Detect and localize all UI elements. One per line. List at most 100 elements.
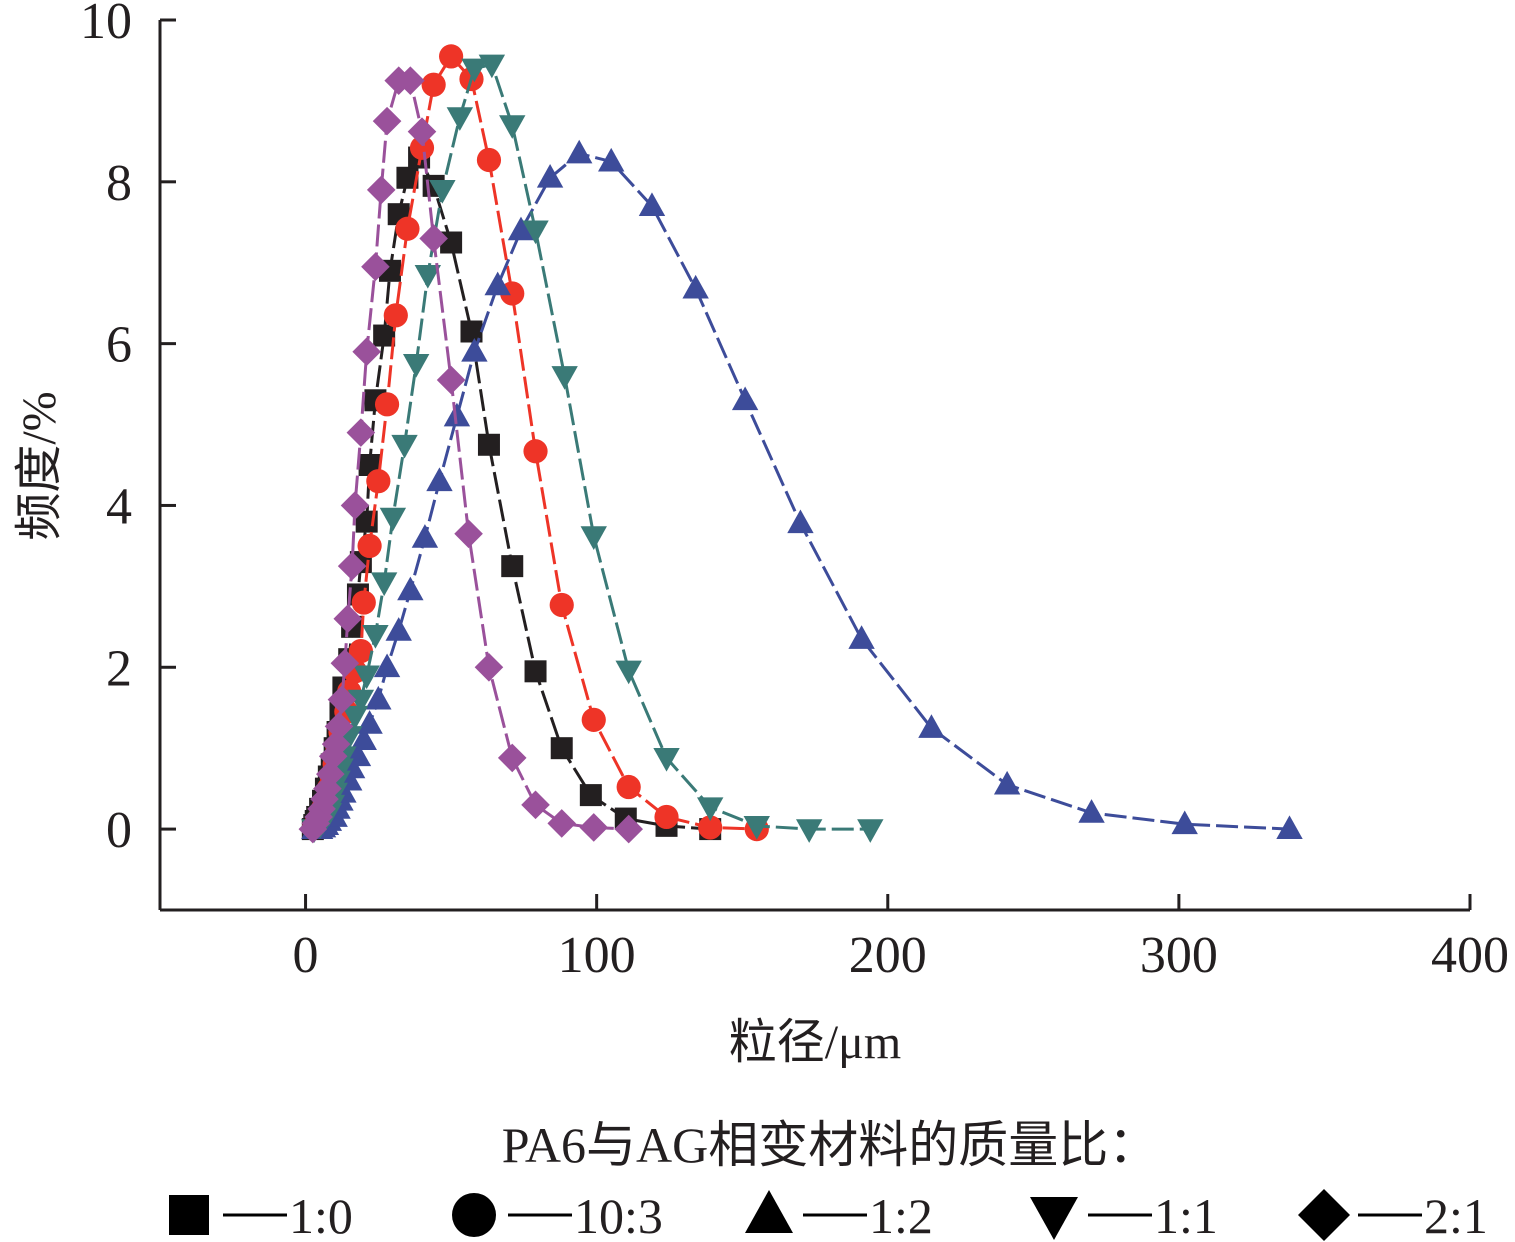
series-line [314,151,1290,831]
data-point [1276,815,1303,839]
data-point [550,737,573,760]
data-point [365,685,392,710]
data-point [682,274,709,299]
y-tick-label: 0 [106,802,132,859]
data-point [477,433,500,456]
data-point [598,147,625,172]
x-axis-title: 粒径/μm [729,1016,901,1069]
data-point [370,572,398,597]
x-tick-label: 100 [558,927,636,984]
data-point [374,392,400,417]
data-point [579,813,609,842]
data-point [357,533,382,559]
legend-label: 1:1 [1154,1188,1218,1242]
data-point [615,660,642,685]
data-point [352,337,381,367]
data-point [499,115,526,139]
data-point [361,252,390,282]
data-point [350,726,377,750]
data-point [409,135,435,160]
data-point [743,815,770,840]
data-point [366,469,391,494]
data-point [337,551,367,581]
data-point [372,106,402,136]
series-layer [298,44,1303,844]
data-point [373,324,396,347]
data-point [443,402,471,427]
data-point [524,660,547,683]
data-point [316,759,345,789]
data-point [551,366,578,390]
data-point [478,54,506,79]
legend-label: 2:1 [1424,1188,1488,1242]
legend-item: 10:3 [452,1188,663,1242]
y-tick-label: 6 [106,317,132,374]
x-tick-label: 0 [293,927,319,984]
x-tick-label: 200 [849,927,927,984]
data-point [507,216,535,241]
data-point [698,815,723,840]
legend-item: 1:1 [1030,1188,1218,1242]
data-point [419,224,448,253]
data-point [321,729,351,759]
data-point [396,166,419,189]
data-point [581,707,606,732]
data-point [522,220,549,245]
data-point [324,712,354,741]
data-point [421,72,446,97]
y-tick-label: 10 [80,0,132,50]
legend-marker [169,1195,209,1235]
legend-label: 10:3 [574,1188,663,1242]
legend-marker [1298,1189,1350,1241]
data-point [333,604,363,634]
data-point [638,192,666,216]
data-point [429,180,456,204]
data-point [848,625,875,649]
data-point [1078,799,1105,823]
data-point [347,689,375,714]
legend-marker [452,1193,496,1237]
data-point [348,638,373,664]
data-point [362,625,389,649]
data-point [385,617,412,641]
data-point [313,774,342,803]
legend-marker [1030,1197,1078,1240]
data-point [918,714,945,738]
data-point [614,814,643,844]
data-point [521,790,550,820]
data-point [373,653,401,678]
data-point [654,804,679,830]
x-tick-label: 400 [1431,927,1509,984]
y-tick-label: 2 [106,640,132,697]
data-point [523,439,548,464]
data-point [327,685,357,714]
legend-item: 2:1 [1298,1188,1488,1242]
y-tick-label: 4 [106,478,132,535]
legend-item: 1:2 [745,1188,933,1242]
data-point [461,337,488,362]
data-point [346,418,376,447]
x-tick-label: 300 [1140,927,1218,984]
series-2-1 [298,66,643,844]
legend-marker [745,1190,793,1233]
data-point [460,320,483,343]
data-point [731,386,759,411]
data-point [397,576,424,601]
data-point [566,139,593,164]
data-point [616,774,641,800]
data-point [439,44,464,69]
data-point [396,66,425,95]
data-point [391,434,418,459]
data-point [497,743,527,773]
data-point [474,652,504,682]
data-point [356,710,383,734]
data-point [383,303,408,328]
data-point [353,665,380,690]
data-point [454,519,483,549]
data-point [1171,810,1198,835]
data-point [395,216,420,241]
y-tick-label: 8 [106,155,132,212]
data-point [501,555,524,578]
data-point [379,507,407,532]
